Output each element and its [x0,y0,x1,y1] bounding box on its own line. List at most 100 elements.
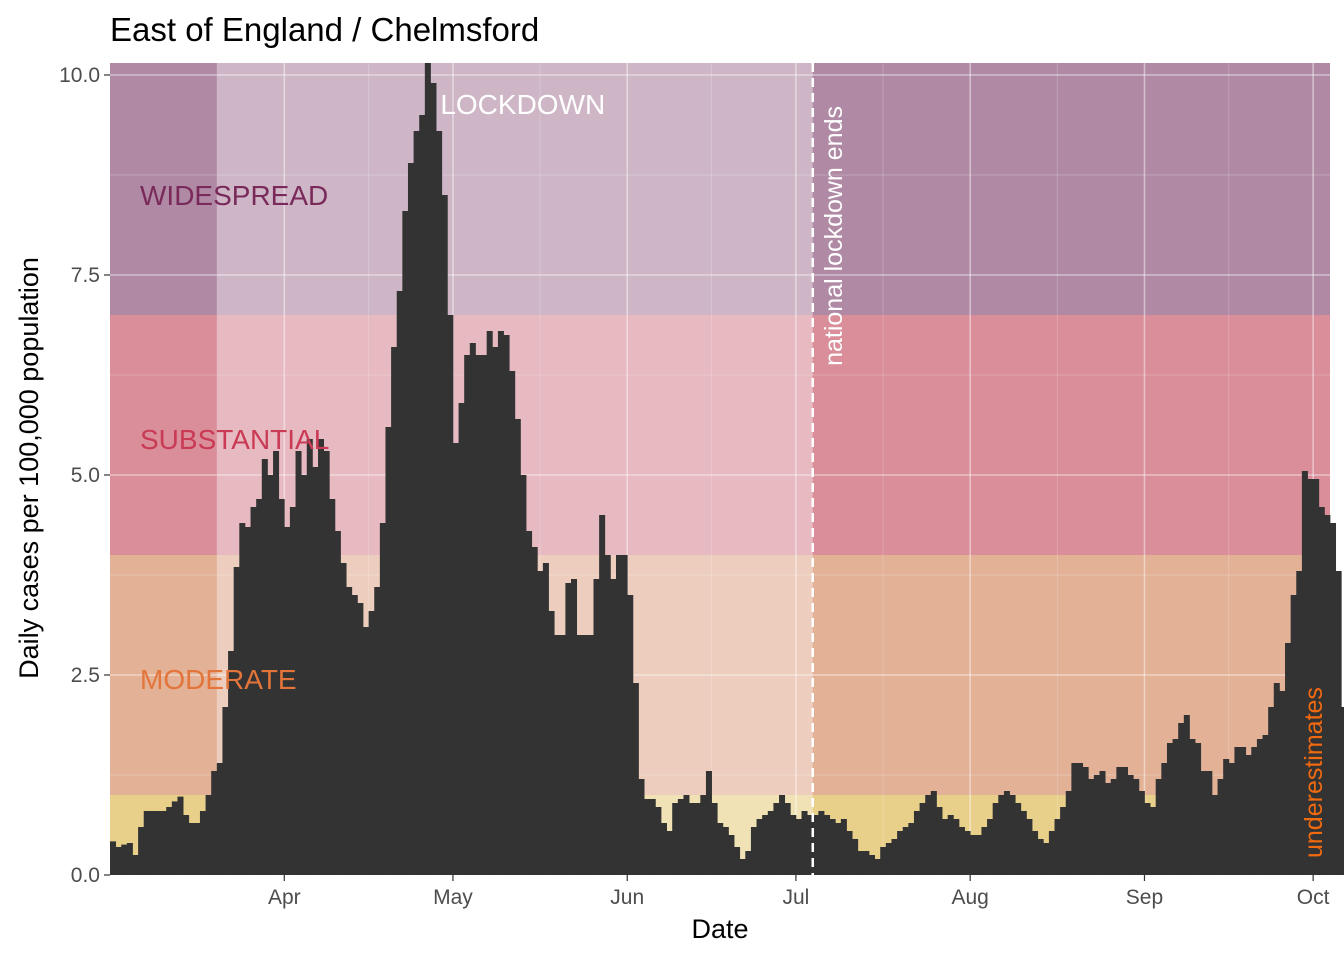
bar [295,451,302,875]
bar [306,439,313,875]
x-tick-label: Apr [268,886,301,909]
bar [942,819,949,875]
bar [503,335,510,875]
bar [666,831,673,875]
bar [458,403,465,875]
bar [323,451,330,875]
bar [464,355,471,875]
bar [126,843,133,875]
bar [1279,691,1286,875]
bar [818,811,825,875]
bar [734,847,741,875]
bar [486,331,493,875]
bar [1285,643,1292,875]
y-axis: 0.0 2.5 5.0 7.5 10.0 [59,64,110,887]
bar [554,635,561,875]
bar [571,579,578,875]
bar [857,851,864,875]
bar [1009,795,1016,875]
bar [492,347,499,875]
bar [228,651,235,875]
x-axis-title: Date [691,914,748,944]
bar [852,839,859,875]
bar [1026,819,1033,875]
bar [992,803,999,875]
bar [1341,707,1344,875]
bar [1251,747,1258,875]
bar [767,811,774,875]
annotations: LOCKDOWN national lockdown ends underestim… [440,63,1328,875]
bar [526,531,533,875]
bar [363,627,370,875]
bar [436,131,443,875]
bar [402,211,409,875]
bar [700,795,707,875]
bar [621,555,628,875]
bar [1127,775,1134,875]
band-labels: MODERATE SUBSTANTIAL WIDESPREAD [140,180,329,695]
bar [1335,571,1342,875]
bar [166,807,173,875]
bar [542,563,549,875]
bar [745,851,752,875]
y-axis-title: Daily cases per 100,000 population [14,257,44,679]
bar [930,791,937,875]
bar [1206,771,1213,875]
bar [509,371,516,875]
bar [1324,515,1331,875]
bar [587,635,594,875]
band-label-widespread: WIDESPREAD [140,180,328,211]
bar [1178,723,1185,875]
bar [537,571,544,875]
underestimates-label: underestimates [1300,687,1328,858]
bar [784,803,791,875]
bar [1037,839,1044,875]
bar [1133,779,1140,875]
bar [1262,735,1269,875]
bar [1307,479,1314,875]
lockdown-ends-label: national lockdown ends [820,106,848,366]
lockdown-label: LOCKDOWN [440,89,605,120]
bar [379,523,386,875]
bar [1183,715,1190,875]
bar [1003,791,1010,875]
bar [357,603,364,875]
bar [750,827,757,875]
bar [981,827,988,875]
bar [340,563,347,875]
bar [1313,479,1320,875]
bar [407,163,414,875]
bar [863,851,870,875]
bar [1166,743,1173,875]
bar [1099,771,1106,875]
bar [1065,791,1072,875]
bar [278,499,285,875]
bar [638,779,645,875]
bar [413,131,420,875]
bar [424,63,431,875]
bar [1172,739,1179,875]
bar [576,635,583,875]
bar [1077,763,1084,875]
band-label-substantial: SUBSTANTIAL [140,424,329,455]
bar [239,523,246,875]
bar [351,595,358,875]
bar [138,827,145,875]
bar [216,763,223,875]
bar [1161,763,1168,875]
bar [672,803,679,875]
x-tick-label: Aug [951,886,988,909]
bar [593,579,600,875]
bar [318,439,325,875]
bar [913,811,920,875]
bar [683,795,690,875]
bar [807,815,814,875]
bar [312,467,319,875]
bar [1268,707,1275,875]
bar [947,815,954,875]
bar [610,579,617,875]
bar [1088,779,1095,875]
bar [599,515,606,875]
bar [1318,507,1325,875]
bar [880,847,887,875]
